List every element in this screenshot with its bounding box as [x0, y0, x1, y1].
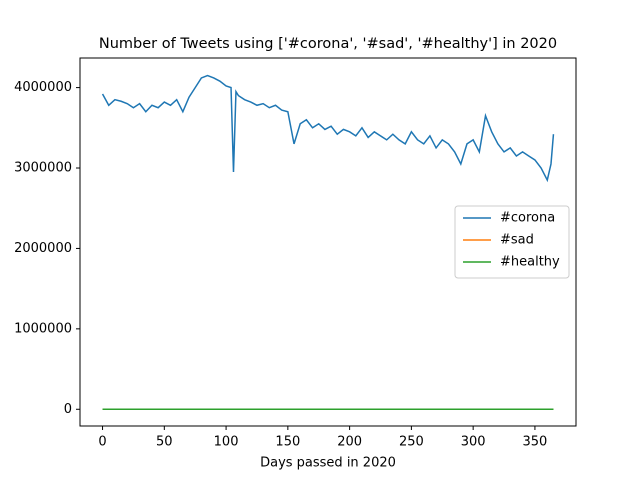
x-tick-label: 250 [399, 435, 424, 450]
x-tick-label: 200 [337, 435, 362, 450]
x-tick-label: 350 [523, 435, 548, 450]
x-tick-label: 0 [98, 435, 106, 450]
plot-frame [79, 57, 577, 427]
y-tick-label: 4000000 [14, 80, 72, 95]
legend-label: #sad [500, 233, 534, 248]
x-tick-label: 300 [461, 435, 486, 450]
series-line [101, 74, 555, 183]
legend-label: #corona [500, 211, 555, 226]
legend-label: #healthy [500, 255, 560, 270]
y-tick-label: 0 [64, 402, 72, 417]
y-tick-label: 1000000 [14, 321, 72, 336]
chart-title: Number of Tweets using ['#corona', '#sad… [99, 36, 557, 52]
x-axis-label: Days passed in 2020 [260, 456, 396, 471]
x-tick-label: 150 [275, 435, 300, 450]
y-tick-label: 2000000 [14, 241, 72, 256]
x-tick-label: 100 [214, 435, 239, 450]
x-tick-label: 50 [156, 435, 173, 450]
y-tick-label: 3000000 [14, 161, 72, 176]
legend-box [454, 205, 570, 279]
